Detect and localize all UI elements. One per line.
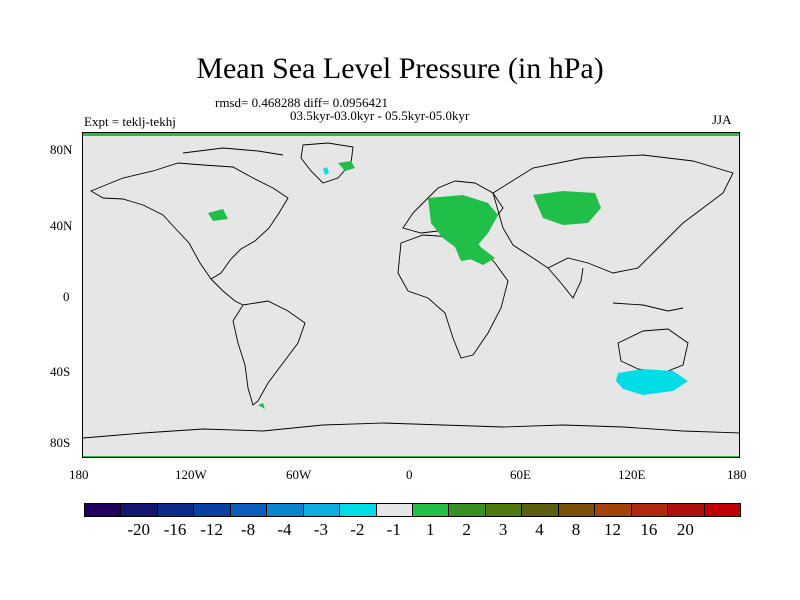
colorbar-label: -1	[386, 520, 401, 539]
indonesia-outline	[612, 302, 684, 312]
map-title: Mean Sea Level Pressure (in hPa)	[196, 52, 604, 85]
india-outline	[547, 267, 584, 299]
colorbar-box	[156, 503, 195, 517]
colorbar-label: 4	[535, 520, 544, 539]
colorbar-box	[84, 503, 122, 517]
colorbar-box	[375, 503, 413, 517]
positive-anomaly-patches	[208, 161, 601, 409]
lat-tick-40s: 40S	[50, 364, 71, 379]
colorbar-label: 16	[640, 520, 658, 539]
south-america-outline	[232, 300, 306, 406]
greenland-outline	[300, 142, 354, 184]
colorbar-box	[339, 503, 377, 517]
asia-outline	[492, 154, 734, 274]
colorbar-label: -12	[200, 520, 223, 539]
colorbar-label: -2	[350, 520, 365, 539]
experiment-label: Expt = teklj-tekhj	[84, 114, 176, 129]
lon-tick-180-left: 180	[69, 467, 89, 482]
colorbar-label: -4	[277, 520, 292, 539]
colorbar-box	[229, 503, 268, 517]
lon-tick-60e: 60E	[510, 467, 531, 482]
lat-tick-80s: 80S	[50, 435, 71, 450]
antarctica-outline	[83, 422, 739, 439]
colorbar-box	[120, 503, 158, 517]
colorbar-box	[667, 503, 705, 517]
bottom-green-band	[83, 456, 739, 457]
green-patch-middle-east	[458, 241, 495, 265]
colorbar-label: -8	[240, 520, 256, 539]
colorbar-label: 20	[676, 520, 694, 539]
lat-tick-0: 0	[63, 289, 70, 304]
colorbar-label: -3	[313, 520, 328, 539]
colorbar-label: 1	[425, 520, 435, 539]
colorbar-box	[521, 503, 559, 517]
green-patch-central-asia	[533, 191, 601, 225]
colorbar-box	[594, 503, 632, 517]
north-america-outline	[89, 162, 289, 280]
coastlines	[83, 142, 739, 439]
green-patch-north-america	[208, 209, 228, 221]
lat-tick-40n: 40N	[50, 218, 73, 233]
africa-outline	[397, 234, 509, 359]
colorbar-box	[557, 503, 596, 517]
lon-tick-120e: 120E	[618, 467, 646, 482]
cyan-patch-south-of-australia	[616, 369, 688, 395]
colorbar-box	[266, 503, 304, 517]
colorbar-box	[630, 503, 669, 517]
green-patch-greenland	[338, 161, 355, 171]
colorbar-box	[484, 503, 523, 517]
lon-tick-180-right: 180	[727, 467, 747, 482]
colorbar-box	[412, 503, 450, 517]
negative-anomaly-patches	[323, 167, 688, 395]
lon-tick-60w: 60W	[286, 467, 312, 482]
lon-tick-120w: 120W	[175, 467, 207, 482]
top-green-band	[83, 133, 739, 136]
map-panel	[82, 132, 740, 458]
colorbar-label: 8	[571, 520, 581, 539]
colorbar-box	[703, 503, 741, 517]
arctic-islands-outline	[182, 147, 284, 156]
colorbar-box	[193, 503, 231, 517]
lon-tick-0: 0	[406, 467, 413, 482]
cyan-patch-greenland-tip	[323, 167, 329, 175]
green-patch-small-atlantic	[258, 403, 265, 409]
lat-tick-80n: 80N	[50, 142, 73, 157]
colorbar-label: -20	[127, 520, 150, 539]
colorbar-label: 12	[603, 520, 621, 539]
australia-outline	[617, 328, 689, 374]
colorbar-label: 3	[498, 520, 508, 539]
colorbar-box	[448, 503, 486, 517]
central-america-outline	[210, 278, 244, 306]
map-canvas	[83, 133, 739, 457]
period-line: 03.5kyr-03.0kyr - 05.5kyr-05.0kyr	[290, 108, 470, 123]
colorbar-label: 2	[462, 520, 471, 539]
colorbar-box	[302, 503, 341, 517]
colorbar-label: -16	[163, 520, 187, 539]
season-label: JJA	[712, 112, 732, 127]
rmsd-diff-line: rmsd= 0.468288 diff= 0.0956421	[215, 95, 388, 110]
green-patch-europe-central-asia	[428, 195, 498, 261]
